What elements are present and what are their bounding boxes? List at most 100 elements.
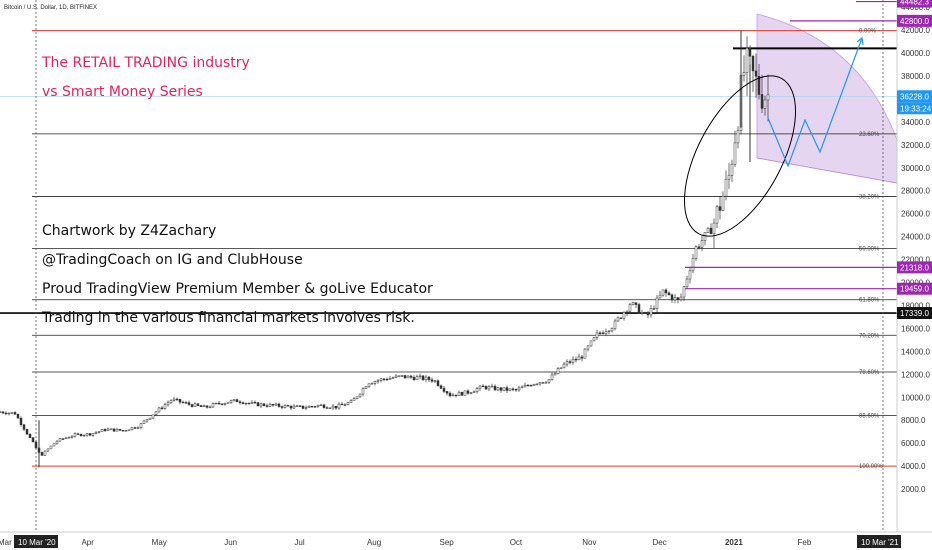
candle-body	[7, 412, 11, 415]
candle-body	[322, 404, 326, 408]
start-date-badge-label: 10 Mar '20	[18, 538, 56, 547]
candle-body	[694, 246, 698, 259]
candle-body	[145, 419, 149, 422]
candle-body	[151, 414, 155, 419]
price-badge-label: 44482.3	[900, 0, 929, 7]
candle-body	[178, 398, 182, 403]
candle-body	[427, 376, 431, 381]
candle-body	[100, 429, 104, 432]
candle-body	[556, 368, 560, 374]
candle-body	[64, 437, 68, 440]
candle-body	[646, 312, 650, 316]
candle-body	[715, 206, 719, 224]
candle-body	[511, 388, 515, 390]
x-tick-label: Jul	[294, 538, 304, 547]
candle-body	[373, 381, 377, 384]
candle-body	[472, 391, 476, 393]
fib-label: 61.80%	[859, 298, 880, 304]
candle-body	[487, 386, 491, 390]
candle-body	[328, 407, 332, 409]
candle-body	[127, 429, 131, 431]
candle-body	[649, 308, 653, 316]
candles	[0, 30, 770, 468]
candle-body	[439, 385, 443, 389]
candle-body	[508, 388, 512, 391]
candle-body	[379, 378, 383, 381]
price-badge	[897, 282, 932, 295]
candle-body	[493, 385, 497, 391]
candle-body	[298, 405, 302, 407]
candle-body	[751, 55, 755, 72]
candle-body	[292, 405, 296, 409]
candle-body	[250, 402, 254, 404]
candle-body	[82, 434, 86, 437]
candle-body	[583, 348, 587, 359]
candle-body	[505, 387, 509, 391]
candle-body	[424, 376, 428, 381]
price-badge	[897, 0, 932, 8]
candle-body	[304, 407, 308, 409]
candle-body	[490, 385, 494, 388]
candle-body	[1, 411, 5, 414]
candle-body	[394, 375, 398, 378]
candle-body	[676, 297, 680, 300]
candle-body	[418, 375, 422, 378]
candle-body	[469, 392, 473, 394]
candle-body	[124, 430, 128, 432]
candle-body	[76, 433, 80, 435]
y-tick-label: 26000.0	[901, 210, 930, 219]
fib-levels: 0.00% 23.60% 38.20% 50.00% 61.80% 70.20% 78.60…	[0, 29, 897, 470]
candle-body	[259, 403, 263, 407]
candle-body	[574, 358, 578, 361]
candle-body	[754, 70, 758, 77]
candle-body	[571, 358, 575, 363]
candle-body	[706, 227, 710, 233]
candle-body	[412, 377, 416, 381]
projection-path	[767, 37, 863, 168]
x-tick-label: Feb	[798, 538, 812, 547]
candle-body	[28, 433, 32, 438]
candle-body	[334, 405, 338, 409]
candle-body	[448, 392, 452, 397]
candle-body	[133, 427, 137, 429]
candle-body	[193, 403, 197, 407]
x-axis[interactable]: Mar Apr May Jun Jul Aug Sep Oct Nov Dec 2021 Feb 10 …	[0, 535, 901, 548]
candle-body	[13, 412, 17, 415]
candle-body	[532, 383, 536, 386]
y-tick-label: 12000.0	[901, 370, 930, 379]
candle-body	[382, 378, 386, 380]
candle-body	[499, 387, 503, 391]
candle-body	[16, 414, 20, 419]
candle-body	[451, 394, 455, 397]
candle-body	[307, 406, 311, 408]
candle-body	[58, 438, 62, 442]
candle-body	[142, 420, 146, 424]
price-badge	[897, 90, 932, 103]
y-tick-label: 18000.0	[901, 301, 930, 310]
candle-body	[520, 386, 524, 389]
candle-body	[400, 375, 404, 377]
fib-label: 0.00%	[859, 29, 877, 35]
candle-body	[601, 332, 605, 335]
candle-body	[673, 297, 677, 301]
candle-body	[67, 437, 71, 439]
y-tick-label: 22000.0	[901, 256, 930, 265]
candle-body	[685, 278, 689, 287]
candle-body	[190, 404, 194, 407]
candle-body	[337, 403, 341, 409]
candle-body	[184, 402, 188, 404]
candle-body	[628, 304, 632, 312]
candle-body	[631, 302, 635, 305]
candle-body	[586, 345, 590, 350]
candle-body	[700, 240, 704, 248]
candle-body	[25, 429, 29, 435]
y-tick-label: 24000.0	[901, 233, 930, 242]
candle-body	[238, 401, 242, 403]
candle-body	[169, 400, 173, 403]
y-tick-label: 16000.0	[901, 324, 930, 333]
candle-body	[115, 428, 119, 432]
candle-body	[271, 403, 275, 406]
candle-body	[766, 94, 770, 101]
candle-body	[562, 363, 566, 369]
